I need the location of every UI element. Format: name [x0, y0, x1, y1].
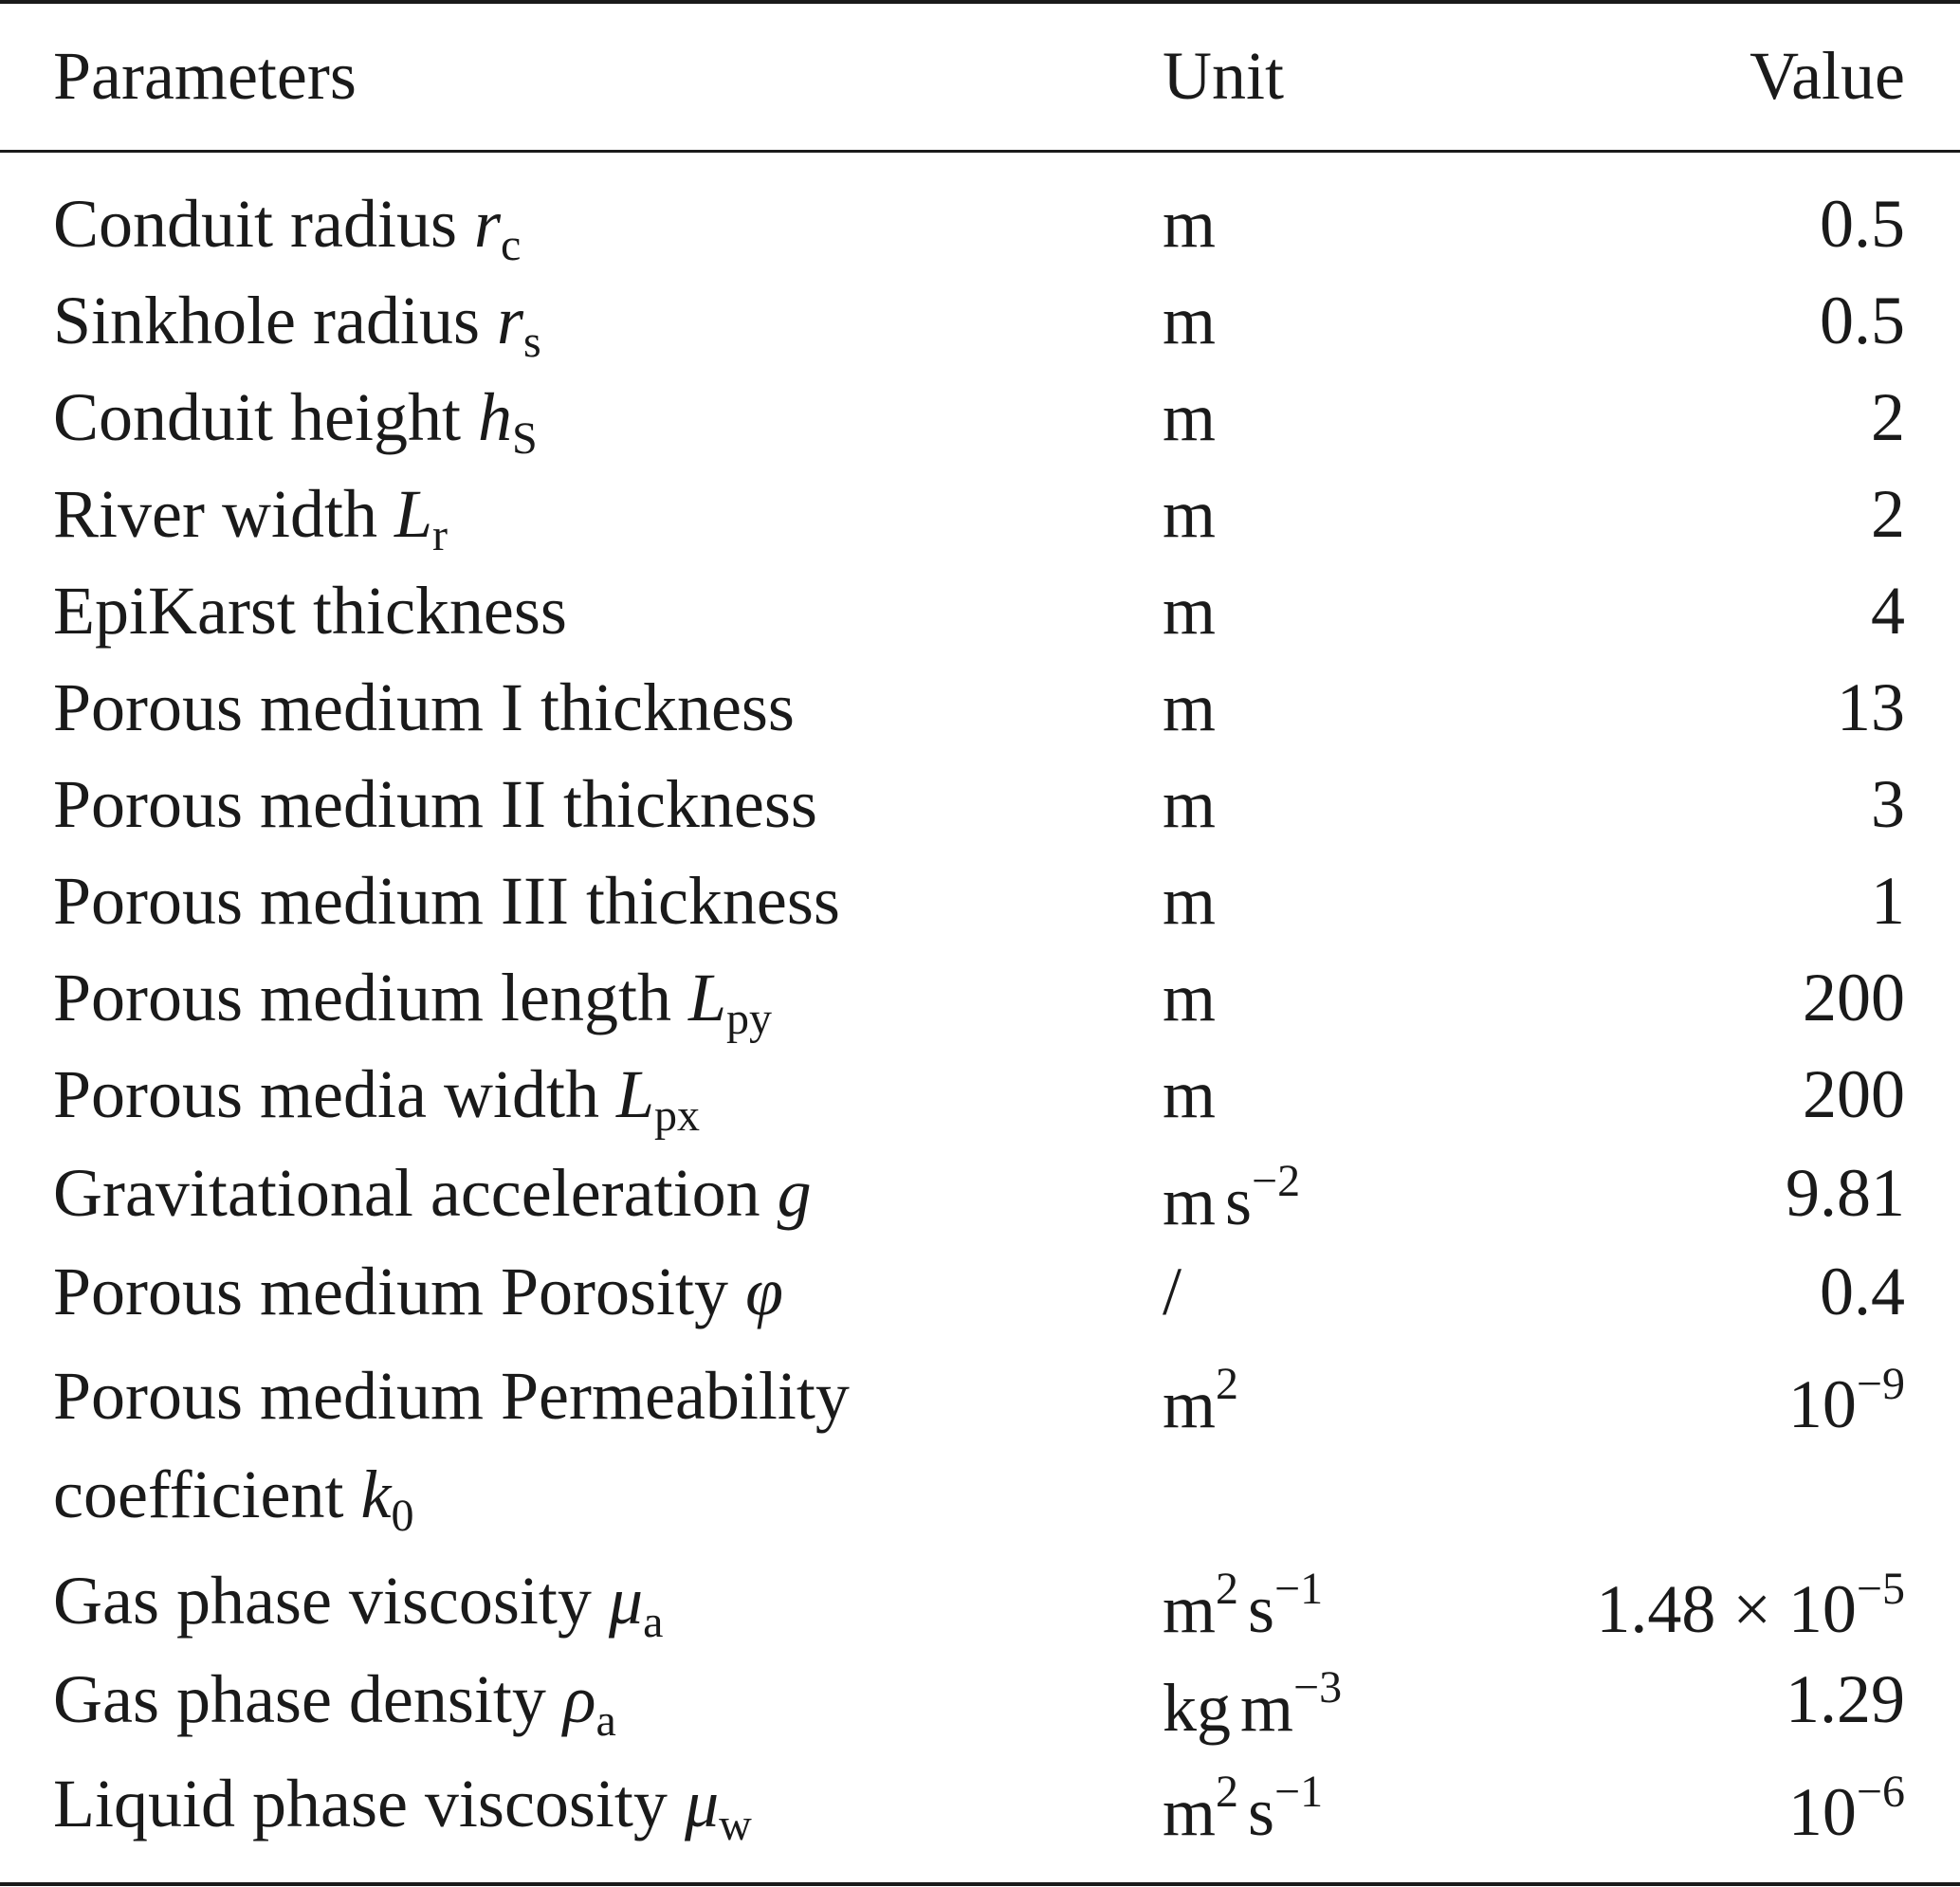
- table-row-unit: m s−2: [1163, 1156, 1301, 1239]
- header-value: Value: [1749, 38, 1905, 114]
- table-row-unit: m: [1163, 283, 1217, 358]
- table-row-value: 0.5: [1820, 186, 1905, 262]
- table-row-unit: m: [1163, 863, 1217, 939]
- table-row-value: 200: [1803, 960, 1905, 1035]
- table-row-unit: m: [1163, 1056, 1217, 1132]
- table-row-value: 2: [1871, 476, 1905, 552]
- table-row-value: 4: [1871, 573, 1905, 649]
- table-row-name: Porous medium I thickness: [53, 669, 795, 745]
- table-row-name: River width Lr: [53, 476, 448, 560]
- table-row-value: 9.81: [1786, 1155, 1905, 1231]
- table-row-value: 1: [1871, 863, 1905, 939]
- table-row-name: Porous medium length Lpy: [53, 960, 773, 1044]
- table-row-name: Gas phase viscosity μa: [53, 1563, 664, 1647]
- table-bottom-rule: [0, 1882, 1960, 1886]
- table-row-unit: /: [1163, 1254, 1182, 1329]
- table-row-value: 10−9: [1787, 1359, 1905, 1442]
- table-row-value: 0.5: [1820, 283, 1905, 358]
- table-header-rule: [0, 150, 1960, 153]
- table-row-unit: m2 s−1: [1163, 1564, 1324, 1647]
- table-row-value: 1.48 × 10−5: [1596, 1564, 1905, 1647]
- table-row-unit: m: [1163, 669, 1217, 745]
- table-row-value: 13: [1837, 669, 1905, 745]
- header-parameters: Parameters: [53, 38, 357, 114]
- table-row-name: EpiKarst thickness: [53, 573, 567, 649]
- table-row-unit: m: [1163, 766, 1217, 842]
- table-row-value: 2: [1871, 379, 1905, 455]
- table-row-name: Liquid phase viscosity μw: [53, 1766, 752, 1850]
- table-row-unit: m: [1163, 186, 1217, 262]
- table-row-value: 1.29: [1786, 1661, 1905, 1737]
- table-row-name: Porous media width Lpx: [53, 1056, 701, 1141]
- table-row-unit: m: [1163, 960, 1217, 1035]
- table-row-value: 200: [1803, 1056, 1905, 1132]
- table-row-unit: kg m−3: [1163, 1662, 1343, 1746]
- table-top-rule: [0, 0, 1960, 4]
- table-row-value: 3: [1871, 766, 1905, 842]
- table-row-name-continuation: coefficient k0: [53, 1456, 414, 1541]
- table-row-name: Porous medium Permeability: [53, 1358, 850, 1434]
- table-row-unit: m2: [1163, 1359, 1239, 1442]
- table-row-name: Sinkhole radius rs: [53, 283, 541, 367]
- table-row-name: Porous medium II thickness: [53, 766, 817, 842]
- table-row-name: Conduit radius rc: [53, 186, 522, 270]
- table-row-unit: m: [1163, 379, 1217, 455]
- table-row-name: Porous medium Porosity φ: [53, 1254, 783, 1329]
- table-row-value: 0.4: [1820, 1254, 1905, 1329]
- table-row-name: Conduit height hS: [53, 379, 538, 464]
- table-row-unit: m: [1163, 476, 1217, 552]
- table-row-value: 10−6: [1787, 1767, 1905, 1850]
- table-row-name: Porous medium III thickness: [53, 863, 840, 939]
- table-row-name: Gravitational acceleration g: [53, 1155, 812, 1231]
- table-row-unit: m: [1163, 573, 1217, 649]
- table-row-unit: m2 s−1: [1163, 1767, 1324, 1850]
- table-row-name: Gas phase density ρa: [53, 1661, 616, 1746]
- header-unit: Unit: [1163, 38, 1285, 114]
